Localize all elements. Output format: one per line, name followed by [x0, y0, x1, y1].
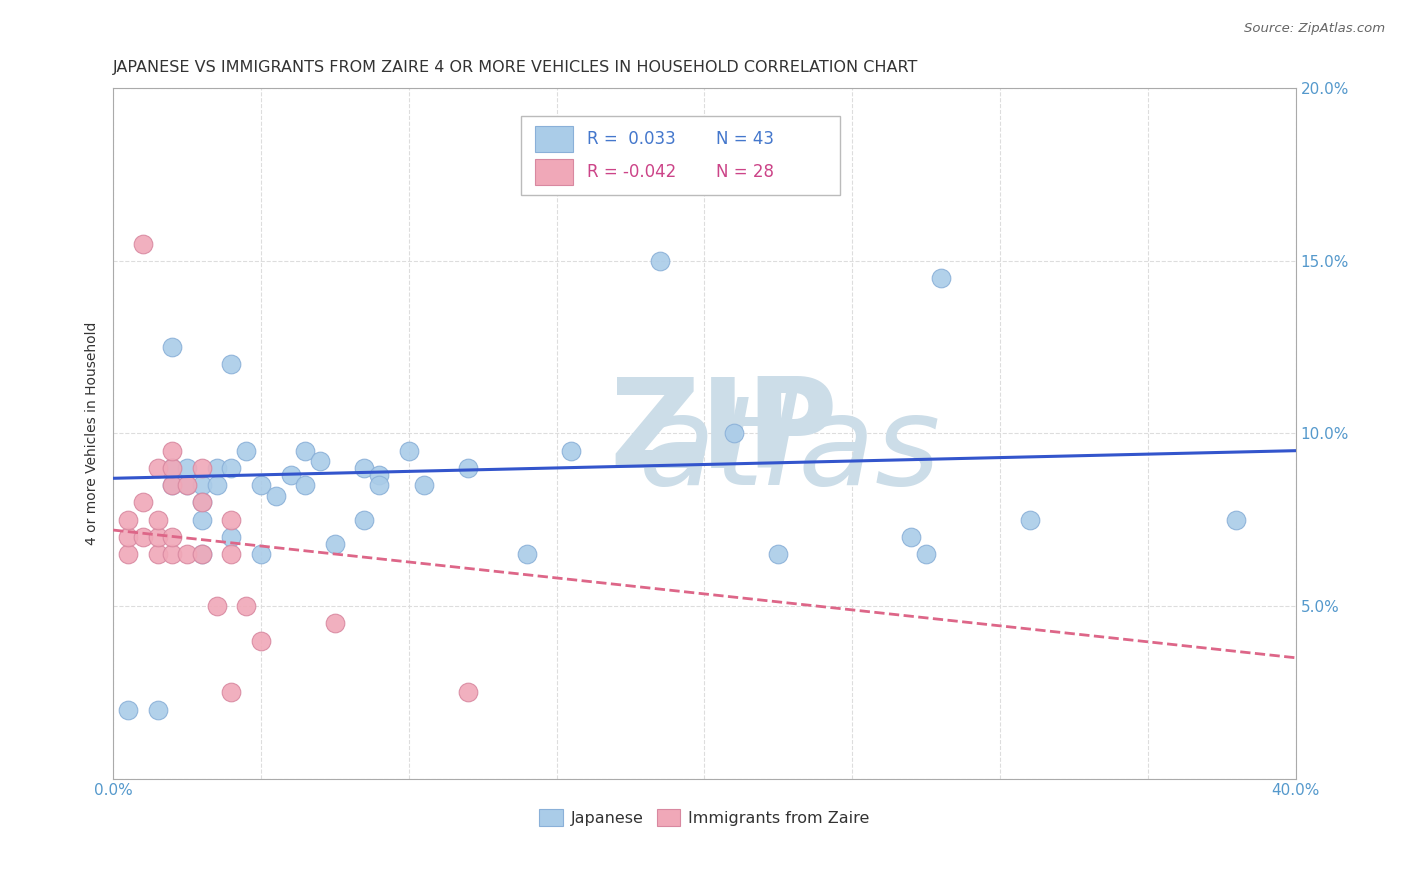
Point [162, 461, 184, 475]
FancyBboxPatch shape [536, 126, 574, 152]
Point [176, 478, 198, 492]
Point [146, 513, 169, 527]
Point [398, 443, 420, 458]
Point [205, 478, 228, 492]
Point [516, 547, 538, 561]
Point [1225, 513, 1247, 527]
Point [132, 530, 155, 544]
Point [162, 443, 184, 458]
Point [162, 547, 184, 561]
Point [162, 478, 184, 492]
Point [191, 513, 214, 527]
Point [560, 443, 582, 458]
Point [235, 599, 257, 613]
Point [176, 478, 198, 492]
Point [235, 443, 257, 458]
Point [221, 513, 243, 527]
Text: N = 28: N = 28 [716, 163, 775, 181]
FancyBboxPatch shape [522, 116, 841, 195]
Point [221, 685, 243, 699]
Point [146, 530, 169, 544]
Point [117, 513, 139, 527]
Point [457, 685, 479, 699]
Point [146, 547, 169, 561]
Text: atlas: atlas [640, 390, 942, 511]
Point [221, 530, 243, 544]
Point [723, 426, 745, 441]
Point [162, 461, 184, 475]
Point [250, 478, 273, 492]
Point [132, 236, 155, 251]
Point [191, 461, 214, 475]
Point [457, 461, 479, 475]
Point [368, 467, 391, 482]
Point [117, 547, 139, 561]
Point [250, 633, 273, 648]
Point [191, 547, 214, 561]
Point [146, 702, 169, 716]
Y-axis label: 4 or more Vehicles in Household: 4 or more Vehicles in Household [86, 322, 100, 545]
Point [117, 530, 139, 544]
Point [294, 478, 316, 492]
Point [191, 495, 214, 509]
Point [309, 454, 332, 468]
Point [162, 530, 184, 544]
Point [176, 547, 198, 561]
Point [900, 530, 922, 544]
Point [353, 461, 375, 475]
Point [648, 253, 671, 268]
Point [221, 358, 243, 372]
Point [205, 599, 228, 613]
FancyBboxPatch shape [536, 159, 574, 185]
Point [323, 616, 346, 631]
Point [146, 461, 169, 475]
Point [191, 478, 214, 492]
Point [264, 489, 287, 503]
Point [605, 133, 627, 147]
Point [191, 495, 214, 509]
Point [162, 478, 184, 492]
Text: R =  0.033: R = 0.033 [588, 129, 676, 148]
Point [162, 340, 184, 354]
Point [1018, 513, 1040, 527]
Text: R = -0.042: R = -0.042 [588, 163, 676, 181]
Point [412, 478, 434, 492]
Point [768, 547, 790, 561]
Point [221, 547, 243, 561]
Point [353, 513, 375, 527]
Text: JAPANESE VS IMMIGRANTS FROM ZAIRE 4 OR MORE VEHICLES IN HOUSEHOLD CORRELATION CH: JAPANESE VS IMMIGRANTS FROM ZAIRE 4 OR M… [114, 60, 918, 75]
Point [191, 547, 214, 561]
Point [117, 702, 139, 716]
Text: N = 43: N = 43 [716, 129, 775, 148]
Point [250, 547, 273, 561]
Point [915, 547, 938, 561]
Point [294, 443, 316, 458]
Text: ZIP: ZIP [610, 373, 838, 494]
Point [368, 478, 391, 492]
Point [132, 495, 155, 509]
Point [221, 461, 243, 475]
Point [929, 271, 952, 285]
Point [323, 537, 346, 551]
Point [176, 461, 198, 475]
Text: Source: ZipAtlas.com: Source: ZipAtlas.com [1244, 22, 1385, 36]
Point [280, 467, 302, 482]
Legend: Japanese, Immigrants from Zaire: Japanese, Immigrants from Zaire [533, 803, 876, 833]
Point [205, 461, 228, 475]
